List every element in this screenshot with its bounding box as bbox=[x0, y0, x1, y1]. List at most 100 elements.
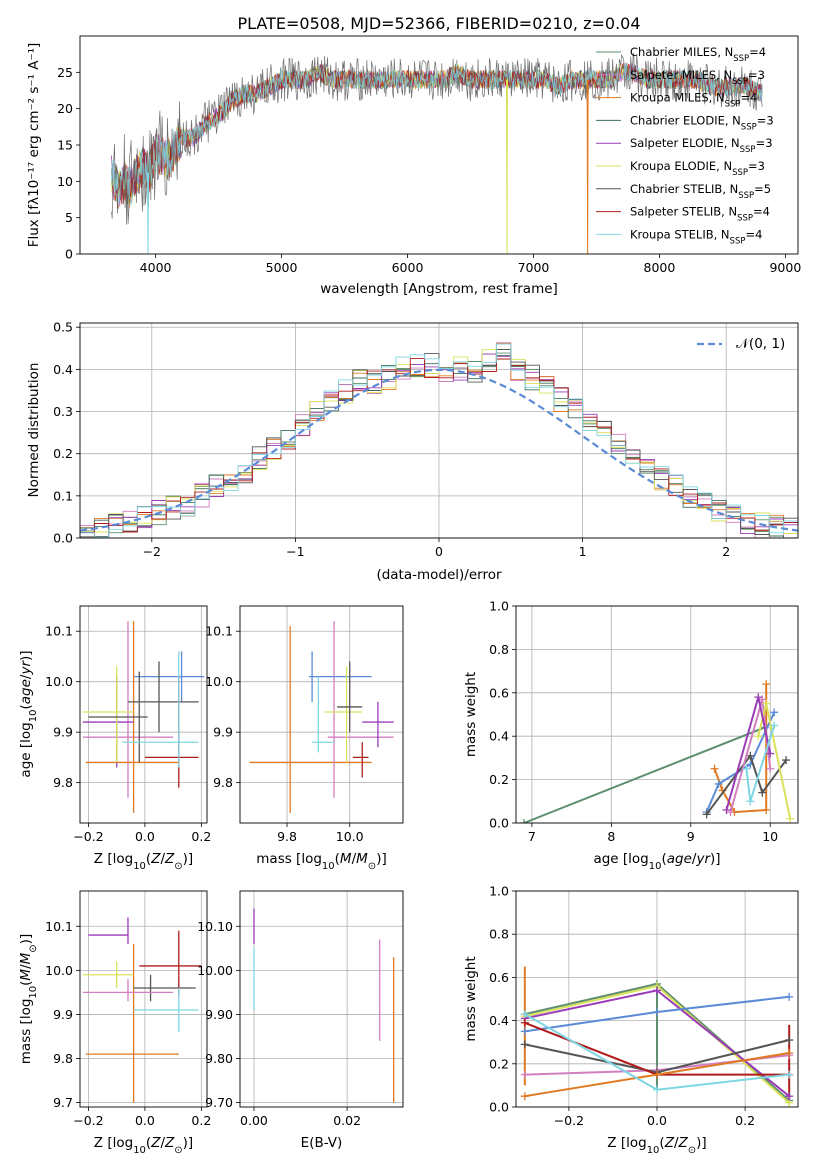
data-point bbox=[770, 721, 779, 730]
y-tick-label: 0.8 bbox=[489, 927, 509, 942]
label-part: Z bbox=[150, 1135, 161, 1151]
mass-weight-line bbox=[523, 726, 765, 823]
x-tick-label: 6000 bbox=[392, 260, 424, 275]
data-point bbox=[754, 732, 763, 741]
label-part: / bbox=[160, 1135, 165, 1151]
grid bbox=[516, 605, 798, 824]
label-part: Z bbox=[678, 1135, 689, 1151]
age-vs-metallicity-panel: −0.2 0.0 0.29.89.910.010.1Z [log10(Z/Z⊙)]a… bbox=[18, 605, 211, 872]
legend-text: Chabrier MILES, N bbox=[630, 45, 733, 59]
legend-text: =3 bbox=[757, 113, 774, 127]
y-tick-label: 0.4 bbox=[53, 362, 73, 377]
plot-area bbox=[82, 621, 205, 813]
legend-text: =4 bbox=[745, 227, 762, 241]
label-part: / bbox=[18, 674, 34, 679]
label-part: )] bbox=[18, 650, 34, 661]
legend-entry: Chabrier MILES, NSSP=4 bbox=[630, 45, 766, 64]
label-part: ⊙ bbox=[174, 861, 182, 872]
y-tick-label: 0.6 bbox=[489, 970, 509, 985]
axes-frame bbox=[79, 890, 208, 1108]
label-part: E(B-V) bbox=[301, 1135, 343, 1151]
x-axis-label: Z [log10(Z/Z⊙)] bbox=[607, 1135, 706, 1156]
label-part: 10 bbox=[322, 861, 335, 872]
legend-sub: SSP bbox=[737, 214, 753, 224]
label-part: ( bbox=[146, 851, 151, 867]
axes-frame bbox=[515, 605, 799, 824]
axes-frame bbox=[515, 890, 799, 1108]
y-tick-label: 10.00 bbox=[197, 963, 233, 978]
y-tick-label: 0.4 bbox=[489, 1013, 509, 1028]
label-part: yr bbox=[18, 660, 34, 676]
legend-text: =3 bbox=[748, 68, 765, 82]
legend-entry: Kroupa STELIB, NSSP=4 bbox=[630, 227, 762, 246]
x-tick-label: −2 bbox=[143, 544, 161, 559]
y-tick-label: 0.1 bbox=[53, 488, 73, 503]
histogram-step bbox=[80, 343, 798, 538]
legend-entry: Salpeter MILES, NSSP=3 bbox=[630, 68, 765, 87]
legend-entry: Salpeter ELODIE, NSSP=3 bbox=[630, 136, 773, 155]
spectrum-dip bbox=[506, 79, 509, 254]
label-part: / bbox=[674, 1135, 679, 1151]
label-part: M bbox=[356, 851, 368, 867]
data-point bbox=[520, 1092, 529, 1101]
y-axis-label: Flux [fλ10⁻¹⁷ erg cm⁻² s⁻¹ A⁻¹] bbox=[26, 43, 42, 248]
legend-text: =4 bbox=[753, 205, 770, 219]
data-point bbox=[785, 992, 794, 1001]
label-part: / bbox=[160, 851, 165, 867]
data-point bbox=[762, 805, 771, 814]
label-part: )] bbox=[183, 851, 194, 867]
axes-frame bbox=[79, 322, 799, 539]
data-point bbox=[758, 788, 767, 797]
x-tick-label: 7 bbox=[528, 829, 536, 844]
label-part: / bbox=[692, 851, 697, 867]
legend-text: Kroupa ELODIE, N bbox=[630, 159, 732, 173]
y-tick-label: 9.9 bbox=[213, 725, 233, 740]
spectrum-panel: 4000 5000 6000 7000 8000 9000 0 5 10 15 20 25 PLATE=… bbox=[26, 14, 801, 297]
x-tick-label: 1 bbox=[579, 544, 587, 559]
grid bbox=[240, 891, 403, 1107]
mass-vs-metallicity-panel: −0.2 0.0 0.29.79.89.910.010.1Z [log10(Z/Z⊙… bbox=[18, 890, 211, 1156]
y-tick-label: 0.0 bbox=[53, 531, 73, 546]
legend-entry: Chabrier ELODIE, NSSP=3 bbox=[630, 113, 774, 132]
label-part: ( bbox=[18, 981, 34, 986]
data-point bbox=[702, 810, 711, 819]
data-point bbox=[770, 708, 779, 717]
y-tick-label: 10.0 bbox=[45, 963, 73, 978]
x-tick-label: 0.0 bbox=[135, 1113, 155, 1128]
legend-text: Chabrier STELIB, N bbox=[630, 182, 738, 196]
y-tick-label: 10 bbox=[57, 174, 73, 189]
plot-area bbox=[253, 908, 395, 1103]
label-part: 10 bbox=[28, 710, 39, 723]
data-point bbox=[762, 699, 771, 708]
x-axis-label: mass [log10(M/M⊙)] bbox=[256, 851, 386, 872]
data-point bbox=[520, 1027, 529, 1036]
legend-entry: Kroupa MILES, NSSP=4 bbox=[630, 91, 757, 110]
grid bbox=[80, 606, 207, 823]
label-part: 10 bbox=[133, 1145, 146, 1156]
spectrum-dip bbox=[147, 172, 150, 254]
label-part: Z [log bbox=[94, 851, 133, 867]
legend-text: Salpeter MILES, N bbox=[630, 68, 732, 82]
x-tick-label: 9.8 bbox=[277, 829, 297, 844]
legend-text: =3 bbox=[756, 136, 773, 150]
x-tick-label: −1 bbox=[286, 544, 304, 559]
x-axis-label: Z [log10(Z/Z⊙)] bbox=[94, 1135, 193, 1156]
x-tick-label: −0.2 bbox=[554, 1113, 584, 1128]
label-part: Z bbox=[664, 1135, 675, 1151]
label-part: ( bbox=[18, 704, 34, 709]
legend-text: Chabrier ELODIE, N bbox=[630, 113, 741, 127]
y-tick-label: 9.8 bbox=[53, 775, 73, 790]
y-tick-label: 9.8 bbox=[213, 775, 233, 790]
label-part: )] bbox=[183, 1135, 194, 1151]
x-tick-label: 10 bbox=[762, 829, 778, 844]
y-tick-label: 0.2 bbox=[489, 772, 509, 787]
x-tick-label: 9 bbox=[687, 829, 695, 844]
legend-entry: Salpeter STELIB, NSSP=4 bbox=[630, 205, 770, 224]
legend-sub: SSP bbox=[733, 54, 749, 64]
legend-sub: SSP bbox=[740, 145, 756, 155]
label-part: M bbox=[18, 952, 34, 964]
mass-weight-line bbox=[705, 753, 787, 815]
y-tick-label: 9.80 bbox=[205, 1051, 233, 1066]
x-tick-label: 8000 bbox=[644, 260, 676, 275]
x-axis-label: Z [log10(Z/Z⊙)] bbox=[94, 851, 193, 872]
